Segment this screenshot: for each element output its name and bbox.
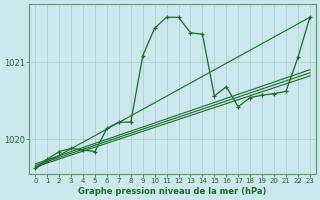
X-axis label: Graphe pression niveau de la mer (hPa): Graphe pression niveau de la mer (hPa): [78, 187, 267, 196]
